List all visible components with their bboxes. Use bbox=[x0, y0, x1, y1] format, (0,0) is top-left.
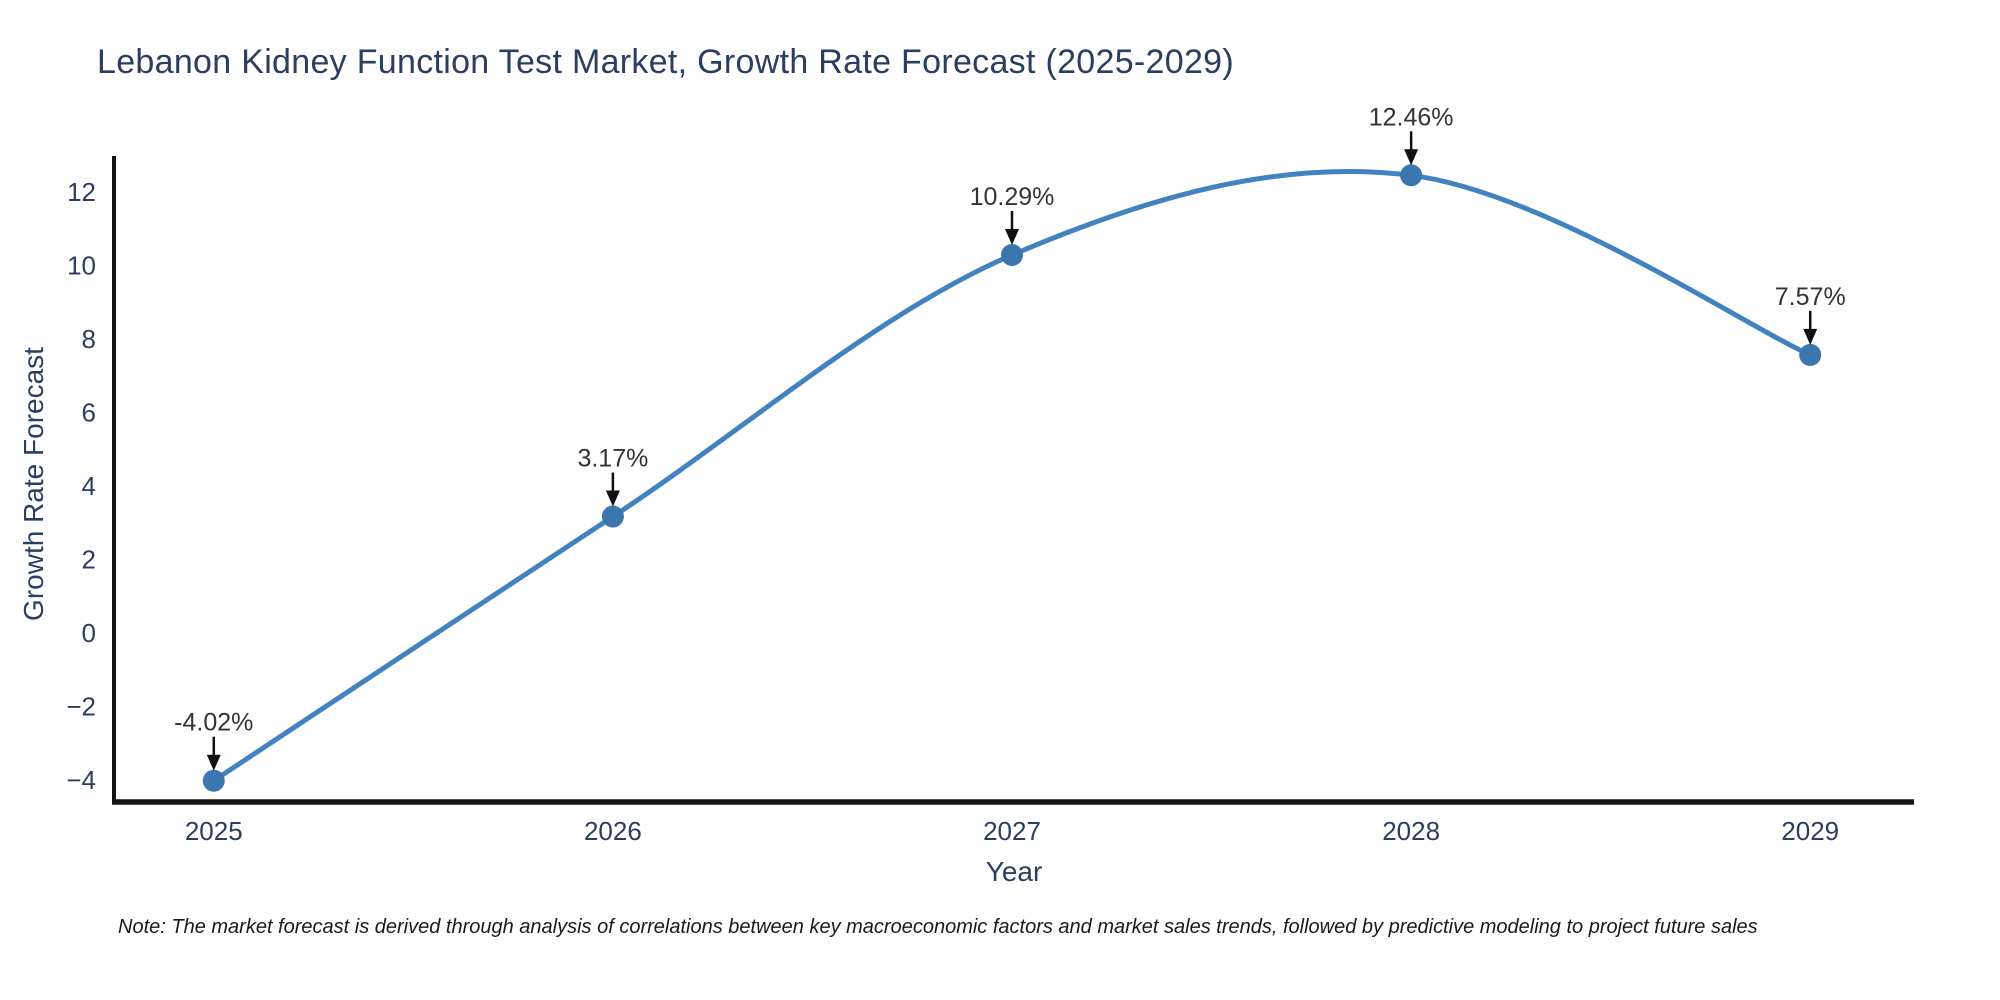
y-tick-label: −4 bbox=[66, 765, 96, 795]
data-point-marker bbox=[1400, 164, 1423, 187]
annotation-arrowhead-icon bbox=[1005, 228, 1020, 245]
data-point-marker bbox=[202, 769, 225, 792]
point-label: 10.29% bbox=[970, 183, 1055, 211]
x-axis-title: Year bbox=[985, 856, 1043, 887]
y-tick-label: 6 bbox=[82, 398, 96, 428]
point-label: 3.17% bbox=[577, 445, 648, 473]
y-axis-title: Growth Rate Forecast bbox=[18, 347, 49, 621]
annotation-arrowhead-icon bbox=[206, 754, 221, 771]
x-tick-label: 2027 bbox=[983, 816, 1041, 846]
data-point-marker bbox=[1799, 343, 1822, 366]
annotation-arrowhead-icon bbox=[1803, 328, 1818, 345]
x-tick-label: 2028 bbox=[1382, 816, 1440, 846]
chart-title: Lebanon Kidney Function Test Market, Gro… bbox=[97, 43, 1235, 81]
point-label: 12.46% bbox=[1369, 103, 1454, 131]
footnote: Note: The market forecast is derived thr… bbox=[118, 916, 1758, 938]
annotation-arrowhead-icon bbox=[1404, 149, 1419, 166]
y-tick-label: 10 bbox=[67, 251, 96, 281]
point-label: -4.02% bbox=[174, 709, 253, 737]
data-point-marker bbox=[601, 505, 624, 528]
data-point-marker bbox=[1001, 243, 1024, 266]
x-tick-label: 2026 bbox=[584, 816, 642, 846]
x-tick-label: 2025 bbox=[185, 816, 243, 846]
y-tick-label: 12 bbox=[67, 177, 96, 207]
point-label: 7.57% bbox=[1775, 283, 1846, 311]
y-tick-label: 4 bbox=[82, 471, 96, 501]
x-tick-label: 2029 bbox=[1781, 816, 1839, 846]
y-tick-label: 2 bbox=[82, 545, 96, 575]
y-tick-label: 8 bbox=[82, 324, 96, 354]
annotation-arrowhead-icon bbox=[605, 490, 620, 507]
y-tick-label: 0 bbox=[82, 618, 96, 648]
y-tick-label: −2 bbox=[66, 691, 96, 721]
